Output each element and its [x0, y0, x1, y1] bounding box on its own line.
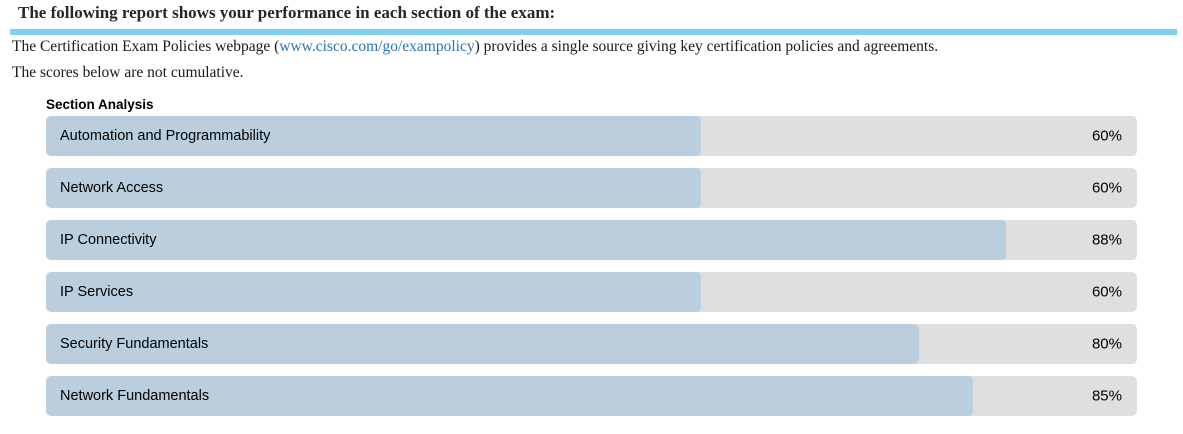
bar-fill: Network Access	[46, 168, 701, 208]
policy-text-suffix: ) provides a single source giving key ce…	[474, 38, 939, 55]
bar-value: 85%	[1091, 387, 1122, 405]
bar-fill: IP Connectivity	[46, 220, 1007, 260]
bar-value: 88%	[1091, 231, 1122, 249]
section-bar-row: Network Fundamentals 85%	[46, 376, 1137, 416]
policy-text-prefix: The Certification Exam Policies webpage …	[12, 38, 280, 55]
policy-paragraph: The Certification Exam Policies webpage …	[12, 39, 1183, 55]
bar-value: 60%	[1091, 127, 1122, 145]
bar-fill: Automation and Programmability	[46, 116, 701, 156]
bar-fill: IP Services	[46, 272, 701, 312]
cumulative-note: The scores below are not cumulative.	[12, 64, 244, 81]
bar-fill: Network Fundamentals	[46, 376, 974, 416]
bar-label: Network Fundamentals	[60, 388, 210, 404]
bar-fill: Security Fundamentals	[46, 324, 919, 364]
exam-score-report: { "header": { "title": "The following re…	[0, 4, 1183, 434]
bar-label: IP Connectivity	[60, 232, 157, 248]
exam-policy-link[interactable]: www.cisco.com/go/exampolicy	[279, 38, 475, 55]
bar-value: 60%	[1091, 179, 1122, 197]
section-bars: Automation and Programmability 60% Netwo…	[46, 116, 1137, 416]
bar-value: 80%	[1091, 335, 1122, 353]
section-bar-row: Automation and Programmability 60%	[46, 116, 1137, 156]
bar-label: Automation and Programmability	[60, 128, 271, 144]
bar-label: IP Services	[60, 284, 134, 300]
bar-label: Security Fundamentals	[60, 336, 209, 352]
bar-label: Network Access	[60, 180, 164, 196]
section-bar-row: IP Connectivity 88%	[46, 220, 1137, 260]
section-analysis-title: Section Analysis	[46, 97, 154, 112]
page-title: The following report shows your performa…	[18, 3, 556, 22]
bar-value: 60%	[1091, 283, 1122, 301]
section-bar-row: Security Fundamentals 80%	[46, 324, 1137, 364]
section-bar-row: Network Access 60%	[46, 168, 1137, 208]
header-divider	[10, 29, 1177, 35]
section-bar-row: IP Services 60%	[46, 272, 1137, 312]
section-analysis: Section Analysis Automation and Programm…	[46, 98, 1137, 416]
